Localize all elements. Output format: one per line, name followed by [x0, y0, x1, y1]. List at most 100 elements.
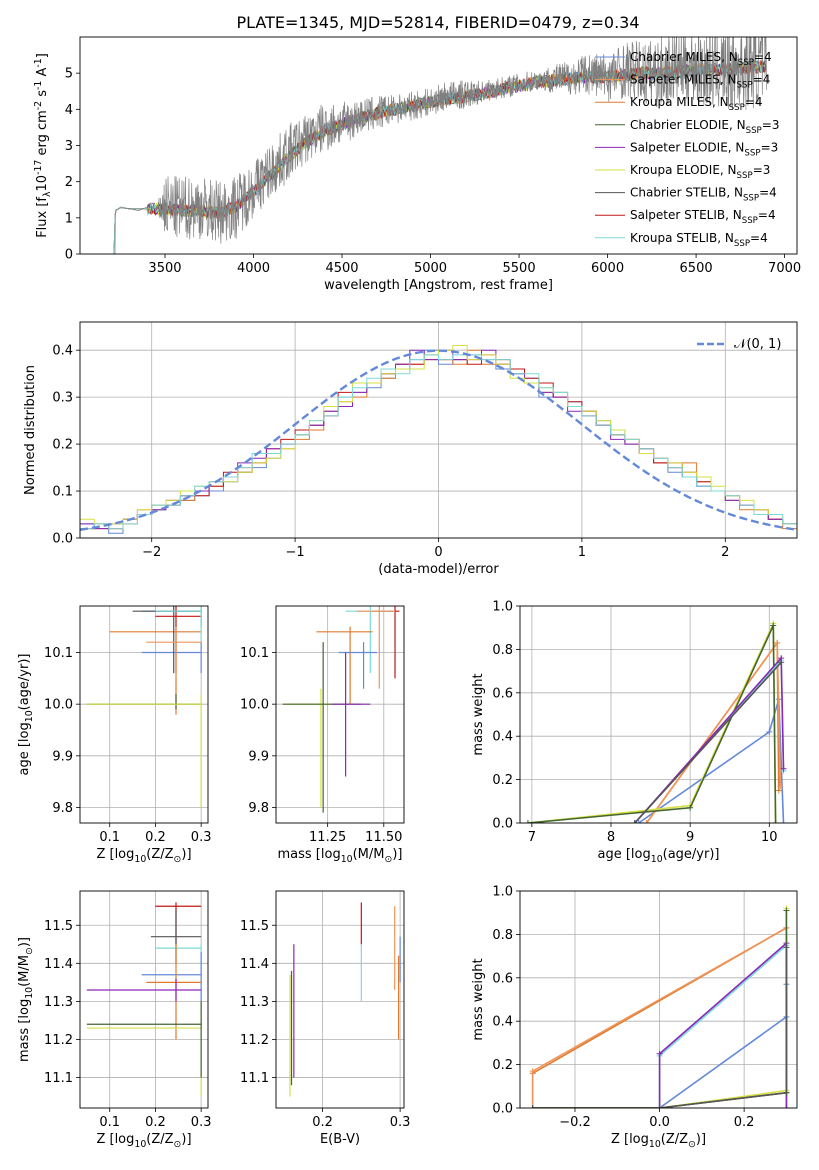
- mass_weight_vs_Z-marks: [529, 905, 790, 1108]
- weight-marker-4: [772, 820, 779, 823]
- text-span: Kroupa MILES, N: [630, 95, 729, 109]
- x-tick-label: 0: [434, 545, 442, 560]
- text-span: SSP: [734, 239, 750, 249]
- text-span: Z [log: [96, 1132, 134, 1147]
- x-tick-label: 9: [686, 830, 694, 845]
- y-tick-label: 0.4: [492, 730, 513, 745]
- x-tick-label: 11.25: [309, 830, 346, 845]
- text-span: 10: [651, 854, 663, 865]
- legend-label-8: Kroupa STELIB, NSSP=4: [630, 231, 768, 249]
- weight-marker-6: [783, 907, 790, 914]
- y-tick-label: 11.2: [240, 1033, 269, 1048]
- text-span: age [log: [598, 847, 651, 862]
- mass_weight_vs_Z-axes: −0.2 0.0 0.2 0.0 0.2 0.4 0.6 0.8 1.0: [492, 885, 798, 1130]
- text-span: (age/yr)]: [17, 654, 32, 711]
- y-tick-label: 9.8: [52, 801, 73, 816]
- x-tick-label: −0.2: [559, 1115, 591, 1130]
- y-tick-label: 10.1: [44, 646, 73, 661]
- x-tick-label: 0.2: [145, 830, 166, 845]
- weight-marker-4: [687, 804, 694, 811]
- x-axis-label: (data-model)/error: [378, 562, 499, 577]
- weight-marker-4: [783, 1105, 790, 1108]
- x-tick-label: 3500: [148, 261, 181, 276]
- text-span: ⊙: [24, 947, 35, 955]
- text-span: )]: [181, 1132, 191, 1147]
- text-span: Chabrier STELIB, N: [630, 186, 743, 200]
- text-span: )]: [181, 847, 191, 862]
- text-span: =3: [753, 163, 771, 177]
- y-tick-label: 11.4: [44, 957, 73, 972]
- text-span: 10: [134, 1139, 146, 1150]
- text-span: Z [log: [96, 847, 134, 862]
- text-span: Kroupa STELIB, N: [630, 231, 734, 245]
- y-tick-label: 5: [65, 67, 73, 82]
- y-tick-label: 0.0: [492, 817, 513, 832]
- y-tick-label: 1.0: [492, 885, 513, 900]
- text-span: age [log: [17, 722, 32, 775]
- x-axis-label: age [log10(age/yr)]: [598, 847, 720, 865]
- text-span: =4: [745, 95, 763, 109]
- weight-marker-1: [529, 1068, 536, 1075]
- mass_vs_Z-marks: [86, 902, 202, 1097]
- text-span: s: [35, 90, 50, 101]
- mass_vs_Z-axes: 0.1 0.2 0.3 11.1 11.2 11.3 11.4 11.5: [44, 890, 211, 1130]
- text-span: Salpeter MILES, N: [630, 73, 737, 87]
- y-tick-label: 11.1: [44, 1071, 73, 1086]
- weight-marker-2: [777, 783, 784, 790]
- text-span: mass [log: [17, 999, 32, 1062]
- y-tick-label: 0.2: [492, 773, 513, 788]
- weight-line-7: [634, 661, 782, 823]
- y-tick-label: 2: [65, 175, 73, 190]
- y-tick-label: 1.0: [492, 600, 513, 615]
- weight-marker-2: [774, 639, 781, 646]
- axes-frame: [79, 36, 798, 255]
- y-tick-label: 1: [65, 211, 73, 226]
- text-span: (M/M: [353, 847, 385, 862]
- text-span: Salpeter STELIB, N: [630, 208, 742, 222]
- y-tick-label: 11.2: [44, 1033, 73, 1048]
- y-axis-label: age [log10(age/yr)]: [17, 654, 35, 776]
- y-tick-label: 11.3: [44, 995, 73, 1010]
- weight-marker-7: [783, 944, 790, 951]
- text-span: )]: [696, 1132, 706, 1147]
- text-span: -2: [33, 101, 44, 110]
- weight-marker-7: [656, 1105, 663, 1108]
- y-tick-label: 9.8: [248, 801, 269, 816]
- x-tick-label: 5000: [414, 261, 447, 276]
- x-axis-label: mass [log10(M/M⊙)]: [278, 847, 403, 865]
- text-span: Flux [f: [35, 197, 50, 238]
- text-span: SSP: [746, 126, 762, 136]
- mass_weight_vs_age-marks: [524, 620, 787, 823]
- x-tick-label: 1: [578, 545, 586, 560]
- weight-marker-7: [529, 1105, 536, 1108]
- text-span: SSP: [738, 58, 754, 68]
- weight-marker-7: [631, 820, 638, 823]
- y-tick-label: 0.6: [492, 686, 513, 701]
- x-axis-label: E(B-V): [320, 1132, 360, 1147]
- weight-marker-4: [656, 1050, 663, 1057]
- weight-marker-7: [778, 659, 785, 666]
- text-span: A: [35, 68, 50, 81]
- x-tick-label: 8: [607, 830, 615, 845]
- text-span: 10: [24, 710, 35, 722]
- text-span: Chabrier ELODIE, N: [630, 118, 746, 132]
- text-span: mass [log: [278, 847, 341, 862]
- age_vs_Z-marks: [86, 606, 202, 808]
- x-tick-label: 6000: [591, 261, 624, 276]
- x-tick-label: −1: [286, 545, 305, 560]
- gaussian-curve: [80, 349, 797, 531]
- y-tick-label: 0.6: [492, 971, 513, 986]
- histogram-5: [80, 354, 797, 538]
- y-tick-label: 0.3: [52, 391, 73, 406]
- y-tick-label: 0: [65, 248, 73, 263]
- y-tick-label: 11.5: [240, 919, 269, 934]
- x-axis-label: Z [log10(Z/Z⊙)]: [96, 847, 191, 865]
- y-axis-label: mass weight: [471, 958, 486, 1040]
- mass_vs_ebv-axes: 0.2 0.3 11.1 11.2 11.3 11.4 11.5: [240, 890, 410, 1130]
- y-tick-label: 10.1: [240, 646, 269, 661]
- y-tick-label: 0.8: [492, 928, 513, 943]
- x-tick-label: 4500: [325, 261, 358, 276]
- x-tick-label: −2: [142, 545, 161, 560]
- text-span: )]: [17, 937, 32, 947]
